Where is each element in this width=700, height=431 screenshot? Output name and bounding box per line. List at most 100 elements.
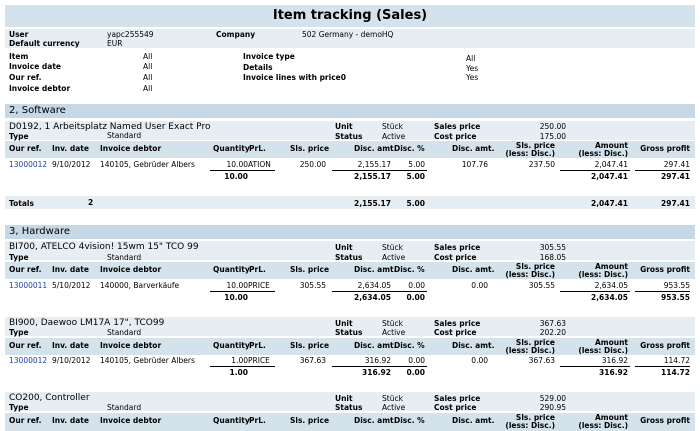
currency-label: Default currency: [9, 39, 80, 48]
invoice-debtor-filter-value: All: [143, 84, 153, 93]
status-value: Active: [382, 328, 406, 337]
total-line-profit: [635, 170, 690, 171]
type-label: Type: [9, 253, 29, 262]
sales-price-label: Sales price: [434, 122, 481, 131]
col-sls-price: Sls. price: [290, 341, 330, 350]
col-sls-price-less-2: (less: Disc.): [505, 270, 555, 279]
total-disc-pct: 0.00: [406, 293, 425, 302]
cost-price-value: 175.00: [539, 132, 566, 141]
unit-value: Stück: [382, 319, 403, 328]
gross-profit: 953.55: [663, 281, 690, 290]
inv-date: 9/10/2012: [52, 356, 91, 365]
disc-amt: 316.92: [364, 356, 391, 365]
col-invoice-debtor: Invoice debtor: [100, 416, 162, 425]
sls-price-less: 305.55: [528, 281, 555, 290]
total-line-amount: [560, 366, 630, 367]
col-amount-less-1: Amount: [594, 141, 628, 150]
total-disc-pct: 0.00: [406, 368, 425, 377]
sales-price-value: 529.00: [539, 394, 566, 403]
col-quantity: Quantity: [213, 144, 250, 153]
unit-label: Unit: [335, 394, 353, 403]
col-disc-amt-2: Disc. amt.: [452, 144, 495, 153]
col-quantity: Quantity: [213, 416, 250, 425]
item-name: D0192, 1 Arbeitsplatz Named User Exact P…: [9, 122, 211, 132]
total-line-qty: [210, 170, 275, 171]
total-amount-less: 2,047.41: [590, 172, 628, 181]
status-label: Status: [335, 132, 363, 141]
col-disc-amt-2: Disc. amt.: [452, 416, 495, 425]
our-ref-link[interactable]: 13000011: [9, 281, 48, 290]
user-value: yapc255549: [107, 30, 154, 39]
col-amount-less-1: Amount: [594, 262, 628, 271]
our-ref-link[interactable]: 13000012: [9, 160, 48, 169]
unit-value: Stück: [382, 122, 403, 131]
col-disc-amt-2: Disc. amt.: [452, 341, 495, 350]
col-prl: PrL.: [249, 144, 266, 153]
amount-less: 2,634.05: [594, 281, 628, 290]
total-quantity: 10.00: [224, 293, 248, 302]
totals-disc-pct: 5.00: [406, 199, 425, 208]
col-sls-price-less-2: (less: Disc.): [505, 149, 555, 158]
sls-price: 367.63: [299, 356, 326, 365]
prl: PRICE: [248, 356, 270, 365]
col-prl: PrL.: [249, 341, 266, 350]
col-amount-less-2: (less: Disc.): [578, 346, 628, 355]
item-filter-label: Item: [9, 52, 29, 61]
item-header-bi700: [5, 241, 695, 260]
total-line-qty: [210, 291, 275, 292]
total-gross-profit: 953.55: [661, 293, 690, 302]
disc-pct: 0.00: [408, 356, 425, 365]
col-gross-profit: Gross profit: [640, 416, 690, 425]
invoice-debtor-filter-label: Invoice debtor: [9, 84, 71, 93]
column-header-row: [5, 338, 695, 355]
sls-price-less: 237.50: [528, 160, 555, 169]
title-bar: [5, 5, 695, 27]
section-header-software: [5, 104, 695, 118]
sales-price-label: Sales price: [434, 243, 481, 252]
item-name: BI700, ATELCO 4vision! 15wm 15" TCO 99: [9, 242, 199, 252]
disc-amt: 2,634.05: [357, 281, 391, 290]
type-value: Standard: [107, 403, 142, 412]
col-gross-profit: Gross profit: [640, 341, 690, 350]
sales-price-value: 305.55: [539, 243, 566, 252]
item-header-bi900: [5, 317, 695, 336]
total-gross-profit: 297.41: [661, 172, 690, 181]
totals-count: 2: [88, 198, 94, 207]
col-disc-amt: Disc. amt.: [354, 416, 397, 425]
cost-price-value: 202.20: [539, 328, 566, 337]
unit-label: Unit: [335, 319, 353, 328]
unit-value: Stück: [382, 394, 403, 403]
total-line-amount: [560, 170, 630, 171]
totals-disc-amt: 2,155.17: [353, 199, 391, 208]
inv-date: 5/10/2012: [52, 281, 91, 290]
type-value: Standard: [107, 131, 142, 140]
col-quantity: Quantity: [213, 265, 250, 274]
col-our-ref: Our ref.: [9, 341, 42, 350]
page-title: Item tracking (Sales): [272, 8, 428, 23]
total-disc-amt: 316.92: [362, 368, 391, 377]
gross-profit: 297.41: [663, 160, 690, 169]
section-header-hardware: [5, 225, 695, 239]
item-name: CO200, Controller: [9, 393, 90, 403]
item-header-co200: [5, 392, 695, 411]
prl: PRICE: [248, 281, 270, 290]
type-label: Type: [9, 132, 29, 141]
section-title-hardware: 3, Hardware: [9, 226, 71, 237]
col-sls-price-less-2: (less: Disc.): [505, 346, 555, 355]
col-disc-amt: Disc. amt.: [354, 265, 397, 274]
our-ref-link[interactable]: 13000012: [9, 356, 48, 365]
col-our-ref: Our ref.: [9, 265, 42, 274]
total-line-qty: [210, 366, 275, 367]
column-header-row: [5, 141, 695, 158]
cost-price-label: Cost price: [434, 253, 477, 262]
col-amount-less-2: (less: Disc.): [578, 270, 628, 279]
col-invoice-debtor: Invoice debtor: [100, 341, 162, 350]
col-amount-less-1: Amount: [594, 338, 628, 347]
total-amount-less: 316.92: [599, 368, 628, 377]
col-sls-price: Sls. price: [290, 144, 330, 153]
disc-amt-2: 0.00: [471, 281, 488, 290]
status-value: Active: [382, 132, 406, 141]
details-label: Details: [243, 63, 273, 72]
col-sls-price-less-2: (less: Disc.): [505, 421, 555, 430]
col-sls-price-less-1: Sls. price: [515, 338, 555, 347]
